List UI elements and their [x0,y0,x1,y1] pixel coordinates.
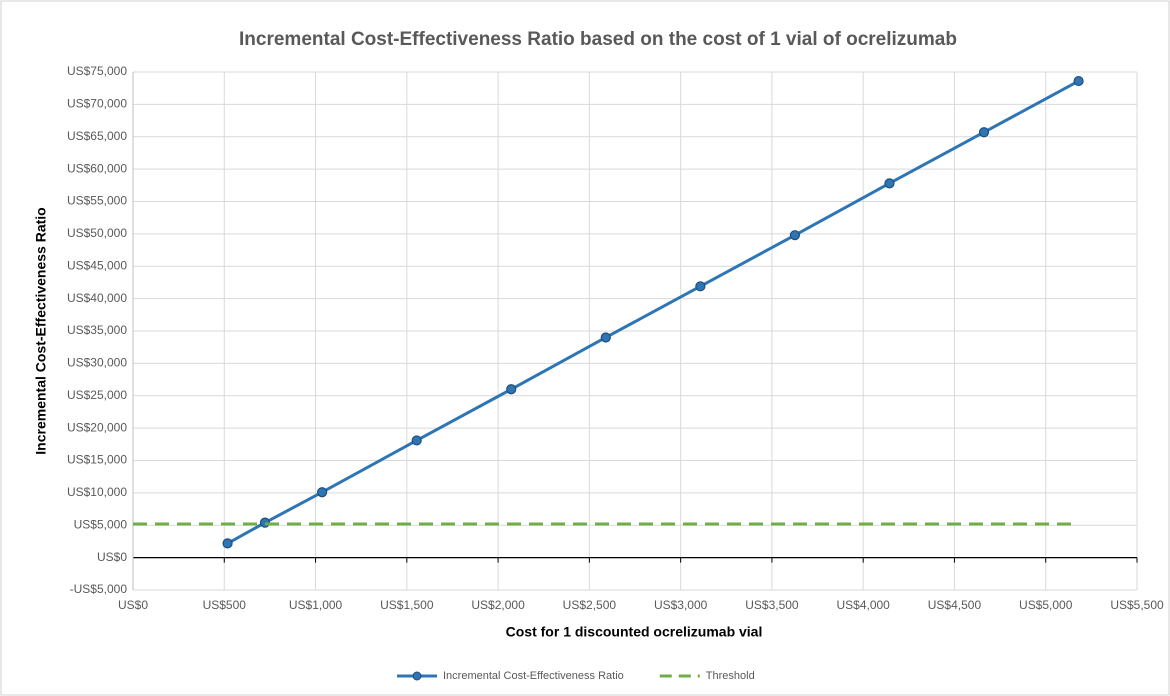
x-tick-label: US$5,500 [1110,598,1164,612]
x-axis-label: Cost for 1 discounted ocrelizumab vial [506,624,763,640]
legend-label: Threshold [706,670,755,682]
y-tick-label: US$60,000 [67,161,127,175]
data-point [884,178,895,189]
y-tick-label: US$40,000 [67,291,127,305]
y-tick-label: -US$5,000 [70,582,128,596]
y-tick-label: US$30,000 [67,356,127,370]
x-tick-label: US$2,500 [563,598,617,612]
legend-marker [412,671,422,681]
y-tick-label: US$20,000 [67,420,127,434]
y-tick-label: US$0 [97,550,127,564]
data-point [506,384,517,395]
legend-label: Incremental Cost-Effectiveness Ratio [443,670,624,682]
y-tick-label: US$15,000 [67,453,127,467]
y-tick-label: US$25,000 [67,388,127,402]
y-tick-label: US$5,000 [74,517,128,531]
y-tick-label: US$45,000 [67,258,127,272]
y-tick-label: US$10,000 [67,485,127,499]
x-tick-label: US$1,000 [289,598,343,612]
y-axis-label: Incremental Cost-Effectiveness Ratio [33,207,49,454]
y-tick-label: US$65,000 [67,129,127,143]
data-point [222,538,233,549]
y-tick-label: US$55,000 [67,194,127,208]
x-tick-label: US$4,000 [836,598,890,612]
x-tick-label: US$4,500 [928,598,982,612]
x-tick-label: US$500 [203,598,247,612]
data-point [789,230,801,241]
x-tick-label: US$1,500 [380,598,434,612]
data-point [600,332,611,343]
x-tick-label: US$3,000 [654,598,708,612]
data-point [695,281,706,292]
data-point [1073,75,1084,87]
data-point [411,435,422,446]
y-tick-label: US$75,000 [67,64,127,78]
x-tick-label: US$2,000 [471,598,525,612]
data-point [317,487,328,498]
chart-title: Incremental Cost-Effectiveness Ratio bas… [239,29,957,50]
data-point [978,127,990,138]
y-tick-label: US$70,000 [67,97,127,111]
x-tick-label: US$0 [118,598,148,612]
x-tick-label: US$5,000 [1019,598,1073,612]
y-tick-label: US$50,000 [67,226,127,240]
y-tick-label: US$35,000 [67,323,127,337]
x-tick-label: US$3,500 [745,598,799,612]
